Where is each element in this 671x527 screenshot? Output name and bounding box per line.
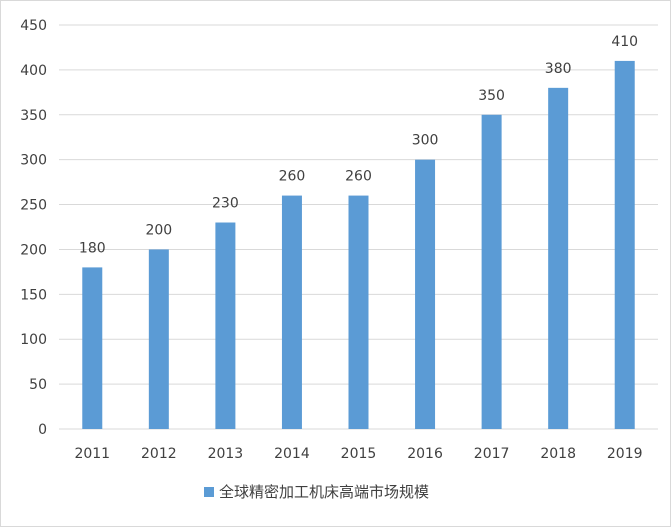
y-tick-label: 250 — [20, 198, 47, 214]
y-tick-label: 150 — [20, 287, 47, 303]
bars — [82, 60, 635, 430]
data-label-2013: 230 — [212, 196, 239, 212]
bar-2015 — [348, 195, 369, 429]
bar-2016 — [415, 159, 436, 429]
data-labels: 180 200 230 260 260 300 350 380 410 — [79, 34, 638, 256]
data-label-2015: 260 — [345, 169, 372, 185]
data-label-2016: 300 — [412, 133, 439, 149]
data-label-2017: 350 — [478, 88, 505, 104]
y-tick-label: 50 — [29, 377, 47, 393]
bar-2013 — [215, 222, 236, 429]
x-tick-label-2018: 2018 — [540, 446, 576, 462]
y-axis-tick-labels: 0 50 100 150 200 250 300 350 400 450 — [20, 18, 47, 438]
data-label-2018: 380 — [545, 61, 572, 77]
x-axis-tick-labels: 2011 2012 2013 2014 2015 2016 2017 2018 2019 — [74, 446, 642, 462]
data-label-2014: 260 — [279, 169, 306, 185]
bar-2012 — [148, 249, 169, 429]
bar-2017 — [481, 114, 502, 430]
y-tick-label: 450 — [20, 18, 47, 34]
bar-2014 — [281, 195, 302, 429]
y-tick-label: 0 — [38, 422, 47, 438]
x-tick-label-2019: 2019 — [607, 446, 643, 462]
y-tick-label: 200 — [20, 242, 47, 258]
y-tick-label: 100 — [20, 332, 47, 348]
data-label-2019: 410 — [611, 34, 638, 50]
x-tick-label-2016: 2016 — [407, 446, 443, 462]
bar-2018 — [548, 87, 569, 429]
x-tick-label-2014: 2014 — [274, 446, 310, 462]
y-tick-label: 350 — [20, 108, 47, 124]
bar-2011 — [82, 267, 103, 429]
x-tick-label-2012: 2012 — [141, 446, 177, 462]
x-tick-label-2017: 2017 — [474, 446, 510, 462]
legend: 全球精密加工机床高端市场规模 — [204, 483, 429, 501]
legend-swatch — [204, 487, 214, 497]
data-label-2011: 180 — [79, 240, 106, 256]
y-tick-label: 300 — [20, 153, 47, 169]
x-tick-label-2015: 2015 — [341, 446, 377, 462]
legend-label: 全球精密加工机床高端市场规模 — [219, 483, 429, 501]
x-tick-label-2013: 2013 — [208, 446, 244, 462]
x-tick-label-2011: 2011 — [74, 446, 110, 462]
data-label-2012: 200 — [145, 222, 172, 238]
bar-2019 — [614, 60, 635, 430]
y-tick-label: 400 — [20, 63, 47, 79]
